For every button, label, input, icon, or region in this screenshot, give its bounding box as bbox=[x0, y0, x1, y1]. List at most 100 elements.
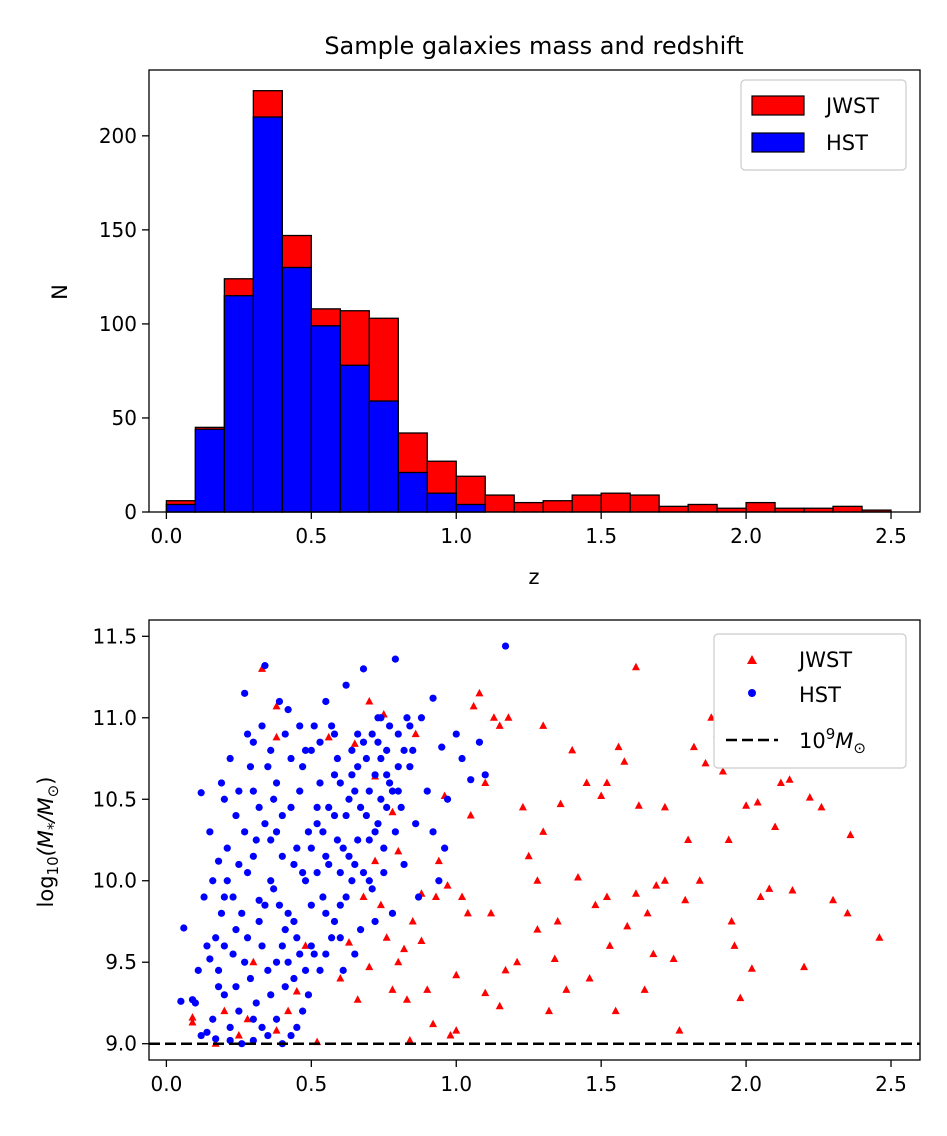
point-hst bbox=[235, 1007, 243, 1015]
y-axis-label: N bbox=[48, 284, 72, 300]
point-hst bbox=[374, 820, 382, 828]
point-jwst bbox=[681, 895, 690, 904]
point-jwst bbox=[756, 892, 765, 901]
point-hst bbox=[296, 950, 304, 958]
bar-hst bbox=[165, 503, 197, 513]
point-jwst bbox=[568, 745, 577, 754]
point-hst bbox=[336, 868, 344, 877]
point-jwst bbox=[649, 949, 658, 958]
point-hst bbox=[385, 722, 394, 730]
hist-y-tick-label: 150 bbox=[99, 218, 137, 242]
point-jwst bbox=[771, 822, 780, 830]
point-hst bbox=[261, 662, 269, 670]
point-jwst bbox=[533, 876, 542, 884]
point-hst bbox=[301, 746, 310, 754]
point-jwst bbox=[463, 908, 472, 917]
point-jwst bbox=[501, 965, 510, 974]
point-hst bbox=[304, 828, 313, 836]
point-hst bbox=[319, 893, 327, 901]
scatter-y-tick-label: 11.0 bbox=[92, 706, 137, 730]
point-jwst bbox=[446, 1031, 455, 1039]
point-hst bbox=[328, 722, 336, 730]
point-jwst bbox=[272, 701, 281, 710]
point-hst bbox=[220, 942, 228, 950]
point-hst bbox=[281, 730, 289, 738]
point-hst bbox=[264, 1031, 272, 1040]
point-hst bbox=[316, 966, 324, 974]
point-hst bbox=[197, 789, 205, 797]
point-jwst bbox=[631, 662, 640, 671]
point-hst bbox=[220, 893, 228, 901]
scatter-legend-frame bbox=[713, 633, 907, 769]
point-jwst bbox=[495, 1001, 504, 1010]
point-jwst bbox=[765, 884, 774, 892]
point-jwst bbox=[585, 974, 594, 982]
point-hst bbox=[197, 1031, 205, 1040]
bar-hst bbox=[252, 116, 283, 513]
point-hst bbox=[284, 909, 292, 917]
scatter-legend-label-jwst: JWST bbox=[797, 648, 852, 672]
point-jwst bbox=[336, 974, 345, 982]
ref-label-sun: ⊙ bbox=[853, 739, 866, 757]
point-hst bbox=[214, 983, 223, 991]
bar-jwst bbox=[832, 505, 863, 513]
point-hst bbox=[267, 991, 275, 999]
point-hst bbox=[394, 763, 402, 771]
point-jwst bbox=[365, 696, 374, 705]
point-hst bbox=[443, 795, 452, 803]
point-hst bbox=[284, 958, 292, 966]
point-hst bbox=[238, 1040, 246, 1048]
point-hst bbox=[458, 754, 466, 763]
point-jwst bbox=[550, 954, 559, 962]
point-hst bbox=[278, 852, 286, 860]
point-jwst bbox=[800, 962, 809, 971]
point-hst bbox=[301, 877, 310, 885]
point-jwst bbox=[188, 1013, 197, 1021]
point-jwst bbox=[324, 732, 333, 741]
point-hst bbox=[275, 901, 284, 909]
point-hst bbox=[267, 836, 275, 844]
point-hst bbox=[391, 655, 399, 663]
point-hst bbox=[383, 803, 391, 812]
point-hst bbox=[348, 877, 356, 885]
point-hst bbox=[255, 896, 263, 904]
point-hst bbox=[354, 763, 362, 771]
point-hst bbox=[452, 730, 460, 738]
point-hst bbox=[307, 942, 315, 950]
point-hst bbox=[388, 909, 397, 917]
histogram-bars bbox=[165, 90, 892, 513]
point-hst bbox=[325, 803, 333, 812]
point-hst bbox=[365, 787, 373, 795]
scatter-panel: 0.0 0.5 1.0 1.5 2.0 2.5 9.0 9.5 10.0 10.5 11.0 11.5… bbox=[34, 619, 921, 1096]
point-hst bbox=[290, 917, 298, 926]
point-jwst bbox=[736, 993, 745, 1002]
point-hst bbox=[336, 779, 344, 787]
point-hst bbox=[371, 771, 379, 779]
point-jwst bbox=[353, 995, 362, 1003]
point-jwst bbox=[487, 908, 496, 917]
point-hst bbox=[229, 950, 237, 958]
point-hst bbox=[371, 828, 379, 836]
point-jwst bbox=[724, 835, 733, 843]
point-hst bbox=[435, 877, 443, 885]
point-hst bbox=[307, 844, 315, 852]
point-jwst bbox=[394, 846, 403, 855]
point-hst bbox=[339, 844, 347, 852]
point-hst bbox=[429, 828, 437, 836]
bar-jwst bbox=[513, 501, 544, 513]
point-jwst bbox=[388, 807, 397, 816]
point-jwst bbox=[829, 895, 838, 904]
point-jwst bbox=[605, 941, 614, 949]
scatter-legend-label-ref: 109M⊙ bbox=[799, 725, 866, 757]
point-jwst bbox=[675, 1026, 684, 1034]
point-hst bbox=[226, 1036, 234, 1045]
point-jwst bbox=[805, 793, 814, 801]
point-jwst bbox=[747, 964, 756, 972]
point-hst bbox=[212, 1035, 220, 1043]
x-axis-label: z bbox=[528, 565, 539, 589]
point-jwst bbox=[652, 881, 661, 889]
point-jwst bbox=[718, 767, 727, 775]
point-hst bbox=[307, 901, 315, 909]
point-hst bbox=[290, 860, 298, 869]
point-hst bbox=[252, 999, 260, 1007]
